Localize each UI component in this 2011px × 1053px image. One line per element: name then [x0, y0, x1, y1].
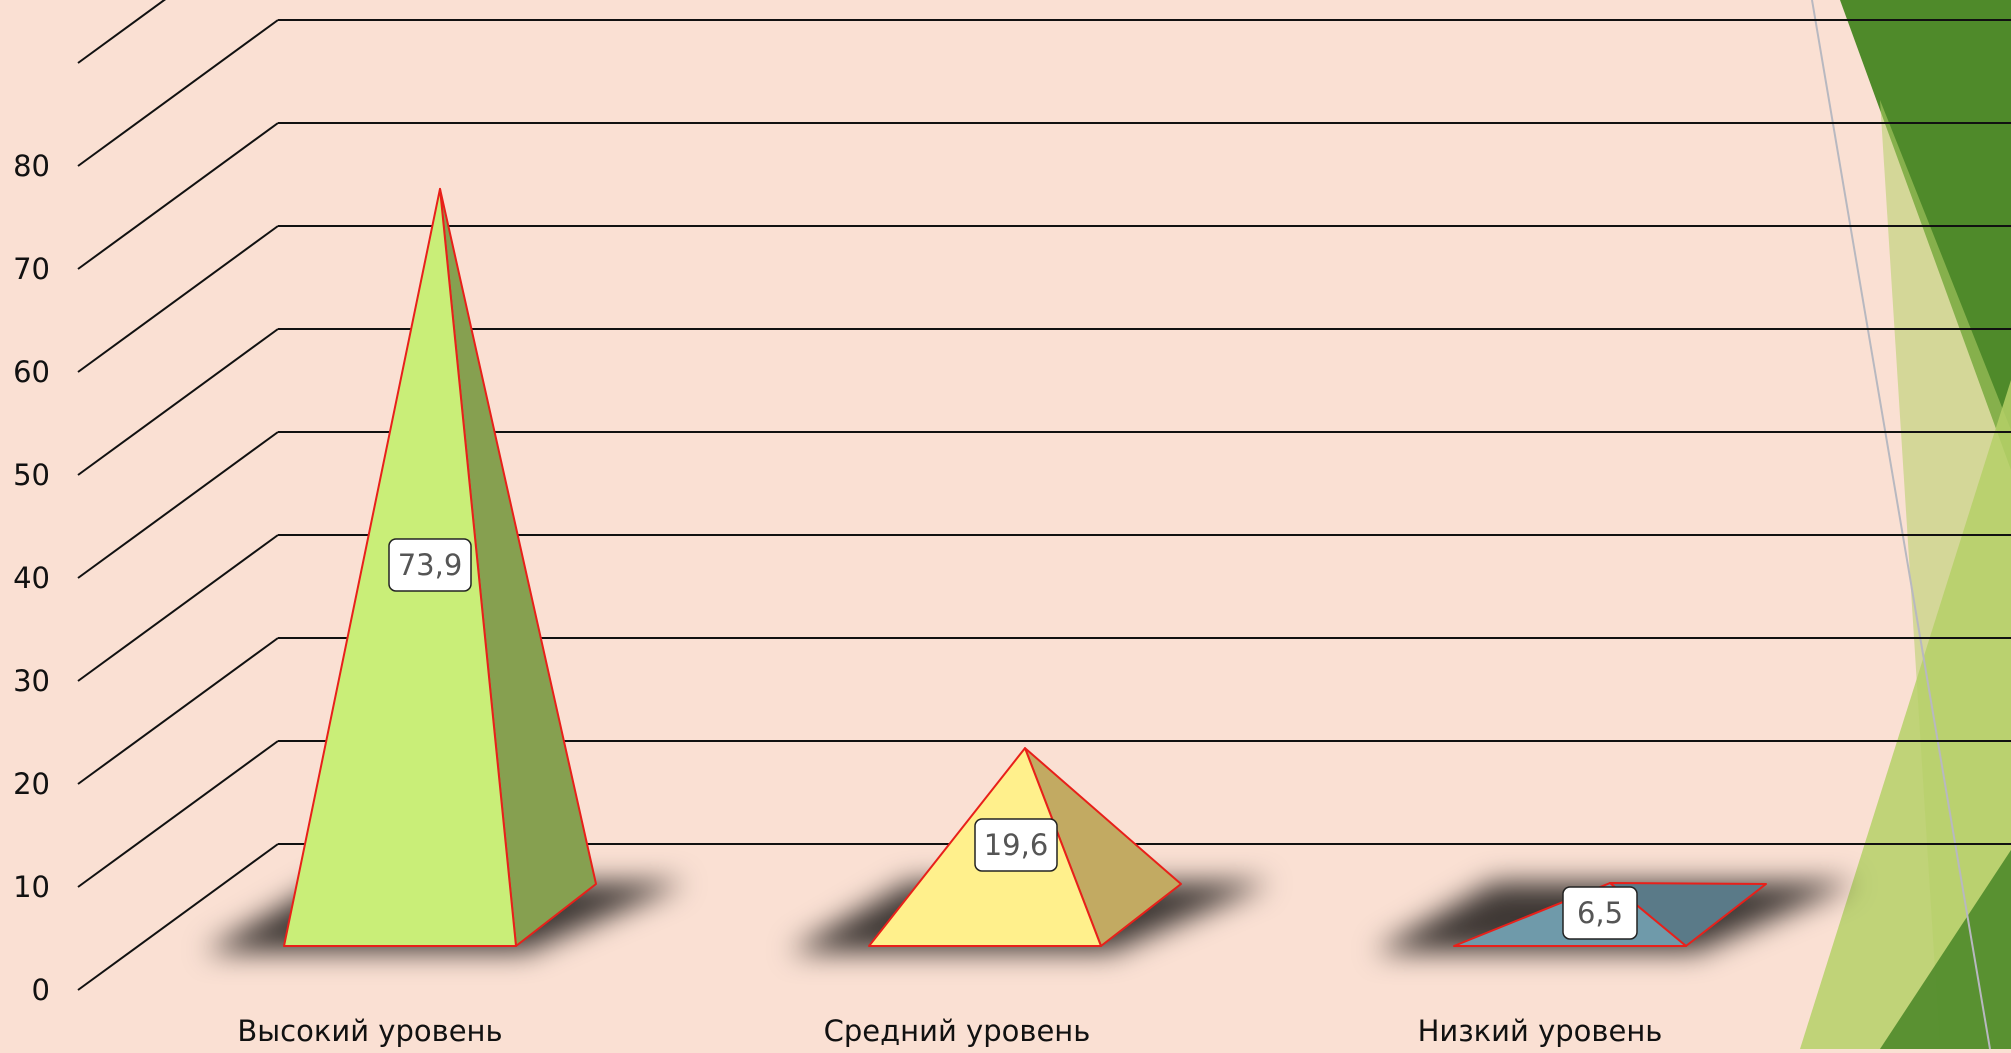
data-label: 19,6: [974, 818, 1058, 872]
y-tick-label: 10: [13, 870, 50, 904]
gridline-side: [77, 534, 279, 682]
y-tick-label: 0: [32, 973, 50, 1007]
data-label-box: [1562, 886, 1638, 940]
gridline-side: [77, 122, 279, 270]
y-tick-label: 80: [13, 149, 50, 183]
gridline-side: [77, 328, 279, 476]
y-axis: 0 10 20 30 40 50 60 70 80: [13, 149, 50, 1007]
gridline-side: [77, 225, 279, 373]
x-category-label: Средний уровень: [824, 1014, 1091, 1048]
gridline-side: [77, 19, 279, 167]
y-tick-label: 50: [13, 458, 50, 492]
data-label-box: [388, 538, 472, 592]
gridline-side: [77, 637, 279, 785]
gridline-side: [77, 0, 166, 64]
y-tick-label: 60: [13, 355, 50, 389]
y-tick-label: 30: [13, 664, 50, 698]
decor-green-corner: [1880, 850, 2011, 1049]
y-tick-label: 70: [13, 252, 50, 286]
gridlines: [77, 0, 2011, 991]
decor-thin-line: [1811, 0, 1991, 1050]
data-label: 73,9: [388, 538, 472, 592]
x-category-label: Высокий уровень: [237, 1014, 502, 1048]
y-tick-label: 20: [13, 767, 50, 801]
gridline-side: [77, 740, 279, 888]
data-labels: 73,9 19,6 6,5: [388, 538, 1638, 940]
data-label-box: [974, 818, 1058, 872]
data-label: 6,5: [1562, 886, 1638, 940]
gridline-side: [77, 431, 279, 579]
data-label-text: 73,9: [398, 548, 463, 582]
decor-lime-triangle: [1800, 380, 2011, 1049]
y-tick-label: 40: [13, 561, 50, 595]
gridline-side: [77, 843, 279, 991]
decorative-corner-shapes: [1800, 0, 2011, 1050]
data-label-text: 6,5: [1577, 896, 1623, 930]
x-category-label: Низкий уровень: [1418, 1014, 1663, 1048]
x-axis: Высокий уровень Средний уровень Низкий уро…: [237, 1014, 1662, 1048]
data-label-text: 19,6: [984, 828, 1049, 862]
